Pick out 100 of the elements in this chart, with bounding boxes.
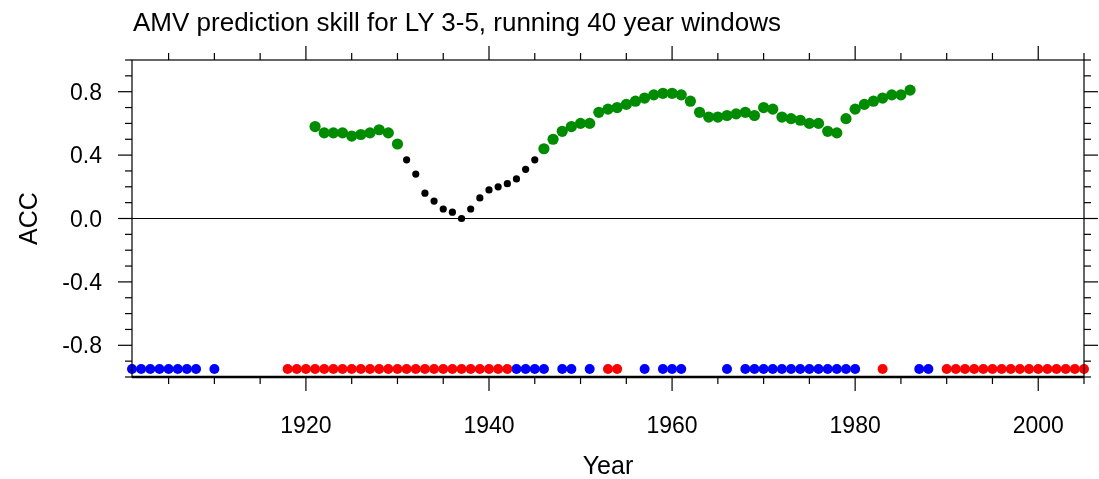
point xyxy=(355,364,366,375)
point xyxy=(739,106,751,118)
point xyxy=(978,364,989,375)
y-tick-label: -0.8 xyxy=(62,332,102,359)
point xyxy=(676,364,687,375)
point xyxy=(282,364,293,375)
point xyxy=(602,103,614,115)
point xyxy=(310,364,321,375)
point xyxy=(327,127,339,139)
point xyxy=(831,127,843,139)
point xyxy=(722,364,732,375)
point xyxy=(795,364,806,375)
point xyxy=(969,364,980,375)
point xyxy=(841,364,851,375)
point xyxy=(565,120,577,133)
point xyxy=(639,92,651,104)
point xyxy=(858,98,870,110)
point xyxy=(620,98,632,110)
x-tick-label: 1980 xyxy=(829,412,881,438)
point xyxy=(612,364,623,375)
point xyxy=(950,364,961,375)
point xyxy=(346,130,358,142)
point xyxy=(403,156,411,164)
point xyxy=(749,364,760,375)
point xyxy=(154,364,165,375)
point xyxy=(439,205,447,213)
point xyxy=(703,111,715,123)
point xyxy=(429,364,440,375)
point xyxy=(401,364,412,375)
point xyxy=(877,364,888,375)
point xyxy=(556,125,568,137)
point xyxy=(941,364,952,375)
point xyxy=(172,364,183,375)
point xyxy=(904,84,916,96)
point xyxy=(693,106,706,118)
point xyxy=(465,364,476,375)
point xyxy=(145,364,156,375)
point xyxy=(639,364,650,375)
point xyxy=(502,364,513,375)
point xyxy=(721,109,733,122)
point xyxy=(383,364,394,375)
y-axis-title: ACC xyxy=(14,192,42,245)
point xyxy=(382,127,394,139)
point xyxy=(611,101,623,114)
point xyxy=(648,89,660,101)
y-tick-label: -0.4 xyxy=(62,268,103,295)
point xyxy=(209,364,220,375)
y-tick-label: 0.0 xyxy=(70,205,102,232)
point xyxy=(629,95,642,107)
point xyxy=(493,364,504,375)
point xyxy=(300,364,311,375)
point xyxy=(328,364,339,375)
point xyxy=(850,364,861,375)
point xyxy=(822,125,834,137)
point xyxy=(740,364,751,375)
point xyxy=(309,120,321,133)
point xyxy=(181,364,192,375)
point xyxy=(785,113,797,125)
point xyxy=(996,364,1007,375)
point xyxy=(758,364,769,375)
point xyxy=(657,87,669,99)
point xyxy=(136,364,147,375)
point xyxy=(849,103,861,115)
x-axis-title: Year xyxy=(582,451,634,479)
point xyxy=(355,128,367,141)
point xyxy=(1024,364,1035,375)
point xyxy=(923,364,934,375)
point xyxy=(520,364,531,375)
point xyxy=(291,364,302,375)
point xyxy=(1069,364,1080,375)
y-tick-label: 0.4 xyxy=(70,142,103,169)
point xyxy=(457,214,466,223)
point xyxy=(319,364,330,375)
point xyxy=(840,113,852,125)
point xyxy=(566,364,577,375)
point xyxy=(421,189,429,197)
point xyxy=(364,127,376,139)
point xyxy=(877,92,889,104)
point xyxy=(373,124,385,136)
point xyxy=(574,117,587,129)
point xyxy=(603,364,613,375)
point xyxy=(522,165,530,173)
chart-title: AMV prediction skill for LY 3-5, running 40 year windows xyxy=(133,7,781,37)
point xyxy=(895,89,907,101)
point xyxy=(1051,364,1062,375)
point xyxy=(584,364,595,375)
point xyxy=(584,117,596,129)
point xyxy=(503,180,511,188)
point xyxy=(485,186,493,194)
point xyxy=(476,194,484,202)
point xyxy=(419,364,430,375)
point xyxy=(392,364,403,375)
point xyxy=(987,364,998,375)
point xyxy=(675,89,687,101)
point xyxy=(1033,364,1044,375)
point xyxy=(657,364,668,375)
point xyxy=(1060,364,1071,375)
point xyxy=(438,364,449,375)
point xyxy=(447,364,458,375)
point xyxy=(776,364,787,375)
